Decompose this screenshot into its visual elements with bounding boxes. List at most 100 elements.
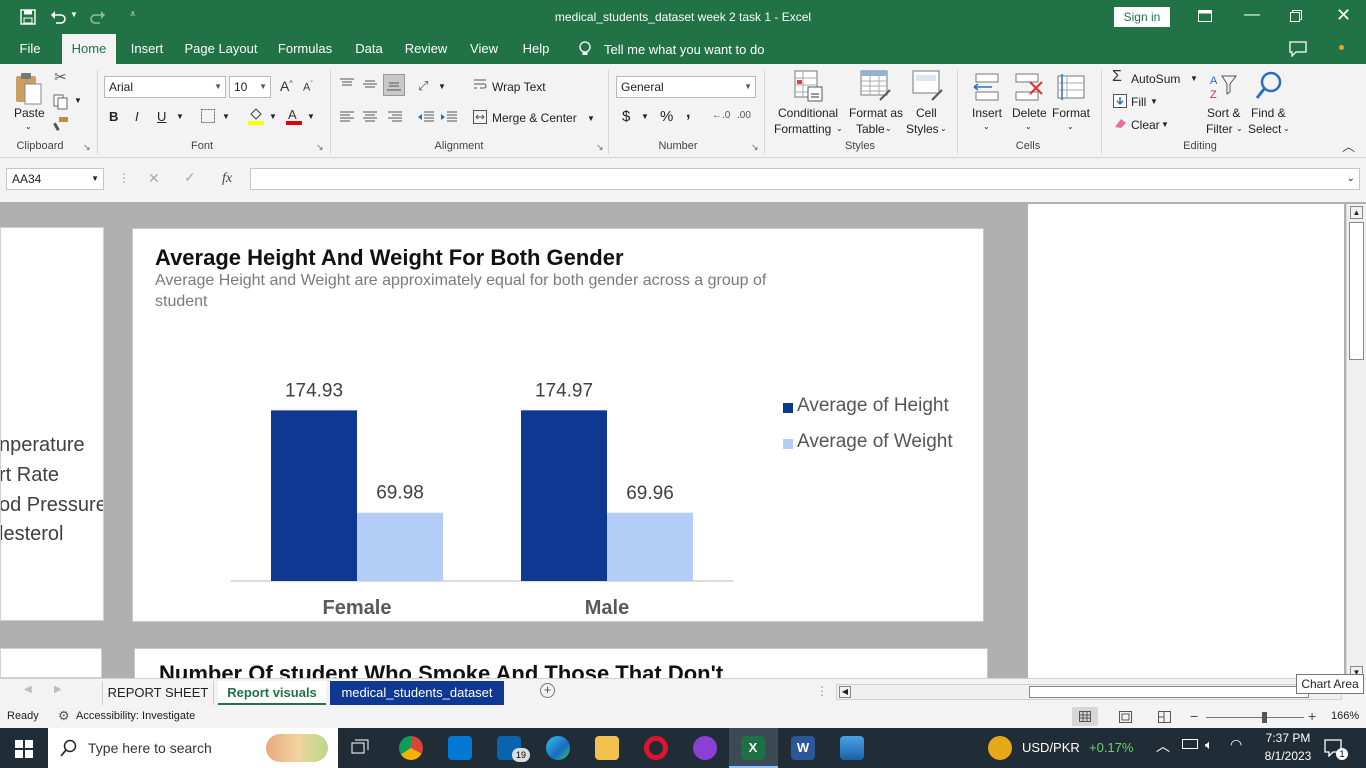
task-view-icon[interactable] xyxy=(351,739,369,757)
page-break-view-icon[interactable] xyxy=(1158,711,1171,723)
minimize-icon[interactable]: — xyxy=(1244,6,1260,23)
plot-area[interactable]: 174.93 69.98 Female 174.97 69.96 Male xyxy=(231,369,733,619)
vertical-scrollbar[interactable]: ▲ ▼ xyxy=(1346,204,1366,679)
underline-dropdown-icon[interactable]: ▼ xyxy=(176,112,184,121)
sort-dropdown-icon[interactable]: ⌄ xyxy=(1236,124,1243,133)
underline-button[interactable]: U xyxy=(157,109,167,124)
opera-icon[interactable] xyxy=(644,736,668,760)
decrease-decimal-button[interactable]: .00 xyxy=(737,110,751,121)
wrap-text-icon[interactable] xyxy=(473,78,487,92)
font-name-select[interactable]: Arial ▼ xyxy=(104,76,226,98)
zoom-slider[interactable] xyxy=(1206,712,1304,723)
find-select-icon[interactable] xyxy=(1254,70,1284,102)
format-as-table-icon[interactable] xyxy=(860,70,892,102)
customize-qat-icon[interactable]: ⩡ xyxy=(130,9,136,20)
currency-button[interactable]: $ xyxy=(622,108,631,125)
number-launcher-icon[interactable]: ↘ xyxy=(751,142,759,152)
battery-icon[interactable] xyxy=(1182,739,1198,749)
font-launcher-icon[interactable]: ↘ xyxy=(316,142,324,152)
currency-dropdown-icon[interactable]: ▼ xyxy=(641,112,649,121)
fill-color-dropdown-icon[interactable]: ▼ xyxy=(269,112,277,121)
clear-button[interactable]: Clear xyxy=(1131,118,1160,132)
increase-font-icon[interactable]: A^ xyxy=(280,78,293,94)
borders-icon[interactable] xyxy=(201,109,215,123)
clock-time[interactable]: 7:37 PM xyxy=(1265,731,1311,745)
scroll-up-icon[interactable]: ▲ xyxy=(1350,206,1363,219)
increase-decimal-icon[interactable]: ←.0 xyxy=(712,110,731,121)
copy-dropdown-icon[interactable]: ▼ xyxy=(74,96,82,105)
bar-male-weight[interactable] xyxy=(607,512,693,581)
save-icon[interactable] xyxy=(20,9,36,25)
insert-function-button[interactable]: fx xyxy=(222,171,233,186)
delete-cells-icon[interactable] xyxy=(1014,72,1044,102)
bar-female-height[interactable] xyxy=(271,410,357,581)
cell-styles-icon[interactable] xyxy=(912,70,944,102)
zoom-in-icon[interactable]: + xyxy=(1308,708,1317,724)
undo-icon[interactable] xyxy=(50,9,66,25)
clipboard-launcher-icon[interactable]: ↘ xyxy=(83,142,91,152)
autosum-button[interactable]: AutoSum xyxy=(1131,72,1181,86)
tab-view[interactable]: View xyxy=(470,41,498,56)
tab-home[interactable]: Home xyxy=(62,34,116,64)
bottom-align-button[interactable] xyxy=(383,74,405,96)
font-color-dropdown-icon[interactable]: ▼ xyxy=(307,112,315,121)
middle-align-icon[interactable] xyxy=(363,78,377,90)
tab-data[interactable]: Data xyxy=(355,41,383,56)
cell-styles-dropdown-icon[interactable]: ⌄ xyxy=(940,124,947,133)
ribbon-display-icon[interactable] xyxy=(1198,10,1212,22)
github-icon[interactable] xyxy=(693,736,717,760)
zoom-level[interactable]: 166% xyxy=(1331,710,1360,722)
merge-dropdown-icon[interactable]: ▼ xyxy=(587,114,595,123)
cut-icon[interactable]: ✂ xyxy=(54,69,67,86)
insert-dropdown-icon[interactable]: ⌄ xyxy=(983,122,990,131)
insert-button[interactable]: Insert xyxy=(972,106,1003,120)
windows-start-icon[interactable] xyxy=(15,740,33,758)
volume-icon[interactable]: 🔈︎ xyxy=(1205,737,1213,752)
autosum-dropdown-icon[interactable]: ▼ xyxy=(1190,74,1198,83)
accessibility-icon[interactable]: ⚙ xyxy=(58,708,70,723)
alignment-launcher-icon[interactable]: ↘ xyxy=(596,142,604,152)
word-icon[interactable]: W xyxy=(791,736,815,760)
normal-view-button[interactable] xyxy=(1072,707,1098,726)
show-hidden-icons-icon[interactable]: ︿ xyxy=(1156,738,1170,754)
wrap-text-button[interactable]: Wrap Text xyxy=(492,80,546,94)
add-sheet-icon[interactable]: + xyxy=(540,683,555,698)
undo-dropdown-icon[interactable]: ▼ xyxy=(70,10,78,19)
file-explorer-icon[interactable] xyxy=(595,736,619,760)
tab-insert[interactable]: Insert xyxy=(130,41,164,56)
decrease-indent-icon[interactable] xyxy=(418,111,434,123)
bar-male-height[interactable] xyxy=(521,410,607,581)
name-box[interactable]: AA34 ▼ xyxy=(6,168,104,190)
scroll-left-icon[interactable]: ◀ xyxy=(839,686,851,698)
delete-dropdown-icon[interactable]: ⌄ xyxy=(1025,122,1032,131)
conditional-formatting-label[interactable]: Formatting xyxy=(774,122,832,136)
zoom-thumb[interactable] xyxy=(1262,712,1267,723)
paste-dropdown-icon[interactable]: ⌄ xyxy=(25,122,32,131)
tab-file[interactable]: File xyxy=(19,41,41,56)
tab-page-layout[interactable]: Page Layout xyxy=(184,41,258,56)
expand-formula-bar-icon[interactable]: ⌄ xyxy=(1346,173,1355,184)
fill-icon[interactable] xyxy=(1113,94,1127,108)
edge-icon[interactable] xyxy=(546,736,570,760)
currency-widget-icon[interactable] xyxy=(988,736,1012,760)
ms-store-icon[interactable] xyxy=(448,736,472,760)
merge-center-button[interactable]: Merge & Center xyxy=(492,111,577,125)
bold-button[interactable]: B xyxy=(109,109,119,124)
increase-indent-icon[interactable] xyxy=(441,111,457,123)
collapse-ribbon-icon[interactable]: ︿ xyxy=(1342,139,1356,154)
confirm-entry-icon[interactable]: ✓ xyxy=(184,169,196,185)
restore-icon[interactable] xyxy=(1290,10,1302,22)
tell-me-search[interactable]: Tell me what you want to do xyxy=(604,42,765,57)
format-table-dropdown-icon[interactable]: ⌄ xyxy=(885,124,892,133)
align-right-icon[interactable] xyxy=(388,111,402,123)
comments-icon[interactable] xyxy=(1289,41,1307,57)
zoom-out-icon[interactable]: − xyxy=(1190,708,1199,724)
sort-filter-button[interactable]: Sort & xyxy=(1207,106,1241,120)
search-highlight-icon[interactable] xyxy=(266,734,328,762)
prev-sheet-icon[interactable]: ◀ xyxy=(24,684,32,695)
format-painter-icon[interactable] xyxy=(53,116,69,132)
orientation-dropdown-icon[interactable]: ▼ xyxy=(438,82,446,91)
clock-date[interactable]: 8/1/2023 xyxy=(1264,749,1312,763)
wifi-icon[interactable]: ◠ xyxy=(1230,736,1243,752)
ticker-change[interactable]: +0.17% xyxy=(1089,740,1134,755)
